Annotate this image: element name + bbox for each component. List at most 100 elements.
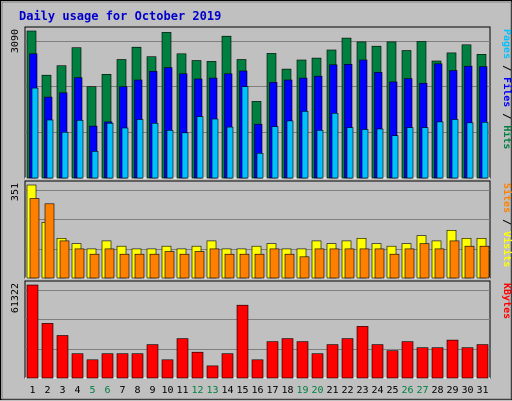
bar-sites-day-20 — [314, 248, 325, 279]
legend-item: Sites — [501, 183, 512, 213]
day-label-2: 2 — [44, 385, 50, 396]
bar-pages-day-31 — [481, 122, 489, 179]
bar-pages-day-11 — [181, 132, 189, 179]
legend-item: Hits — [501, 125, 512, 149]
day-label-10: 10 — [161, 385, 173, 396]
bar-sites-day-15 — [239, 253, 250, 279]
bar-sites-day-21 — [329, 248, 340, 279]
bar-kbytes-day-27 — [416, 347, 429, 379]
day-label-28: 28 — [431, 385, 443, 396]
day-label-18: 18 — [281, 385, 293, 396]
day-label-29: 29 — [446, 385, 458, 396]
bar-kbytes-day-22 — [341, 338, 354, 379]
bar-kbytes-day-9 — [146, 344, 159, 379]
bar-sites-day-7 — [119, 253, 130, 279]
legend-top: Pages / Files / Hits — [501, 29, 512, 149]
day-label-9: 9 — [149, 385, 155, 396]
bar-kbytes-day-7 — [116, 353, 129, 379]
bar-pages-day-29 — [451, 119, 459, 179]
bar-kbytes-day-31 — [476, 344, 489, 379]
bar-kbytes-day-8 — [131, 353, 144, 379]
bar-pages-day-19 — [301, 111, 309, 179]
bar-sites-day-19 — [299, 256, 310, 279]
day-label-8: 8 — [134, 385, 140, 396]
day-label-7: 7 — [119, 385, 125, 396]
bar-sites-day-24 — [374, 248, 385, 279]
bar-pages-day-5 — [91, 151, 99, 179]
bar-sites-day-30 — [464, 245, 475, 279]
day-label-16: 16 — [251, 385, 263, 396]
bar-kbytes-day-10 — [161, 359, 174, 379]
chart-title: Daily usage for October 2019 — [19, 9, 221, 23]
bar-sites-day-17 — [269, 248, 280, 279]
bar-pages-day-30 — [466, 122, 474, 179]
legend-item: Files — [501, 77, 512, 107]
bar-pages-day-9 — [151, 123, 159, 179]
bar-kbytes-day-26 — [401, 341, 414, 379]
bar-kbytes-day-6 — [101, 353, 114, 379]
bar-sites-day-28 — [434, 248, 445, 279]
day-label-26: 26 — [401, 385, 413, 396]
day-label-4: 4 — [74, 385, 80, 396]
y-max-label-bottom: 61322 — [10, 283, 21, 313]
day-label-17: 17 — [266, 385, 278, 396]
panel-bottom: 61322 — [10, 280, 491, 379]
legend-item: KBytes — [501, 283, 512, 319]
day-label-6: 6 — [104, 385, 110, 396]
bar-pages-day-7 — [121, 127, 129, 179]
legends: Pages / Files / Hits Sites / Visits KBytes — [501, 29, 512, 319]
y-max-label-top: 3090 — [10, 29, 21, 53]
day-label-3: 3 — [59, 385, 65, 396]
legend-middle: Sites / Visits — [501, 183, 512, 267]
bar-sites-day-9 — [149, 253, 160, 279]
bar-pages-day-21 — [331, 113, 339, 179]
bar-kbytes-day-16 — [251, 359, 264, 379]
legend-item: Pages — [501, 29, 512, 59]
bar-sites-day-12 — [194, 251, 205, 279]
panels: 3090 351 61322 — [10, 26, 491, 379]
day-label-22: 22 — [341, 385, 353, 396]
bar-pages-day-1 — [31, 87, 39, 179]
bar-pages-day-2 — [46, 119, 54, 179]
bar-pages-day-13 — [211, 118, 219, 179]
bar-pages-day-22 — [346, 127, 354, 179]
bar-sites-day-8 — [134, 253, 145, 279]
bar-pages-day-8 — [136, 119, 144, 179]
bar-kbytes-day-2 — [41, 323, 54, 379]
day-label-15: 15 — [236, 385, 248, 396]
bar-kbytes-day-17 — [266, 341, 279, 379]
bar-sites-day-6 — [104, 248, 115, 279]
bar-kbytes-day-25 — [386, 350, 399, 379]
bar-pages-day-4 — [76, 120, 84, 179]
day-label-24: 24 — [371, 385, 383, 396]
bar-sites-day-29 — [449, 240, 460, 279]
bar-kbytes-day-28 — [431, 347, 444, 379]
bar-kbytes-day-21 — [326, 344, 339, 379]
bar-sites-day-25 — [389, 253, 400, 279]
bar-pages-day-20 — [316, 130, 324, 179]
bar-pages-day-26 — [406, 127, 414, 179]
bar-pages-day-15 — [241, 86, 249, 179]
legend-item: / — [501, 213, 512, 231]
day-label-12: 12 — [191, 385, 203, 396]
bar-pages-day-23 — [361, 129, 369, 179]
bar-pages-day-12 — [196, 116, 204, 179]
day-labels: 1 2 3 4 5 6 7 8 9 10 11 12 13 14 15 16 17 18 19 20 21 22 23 24 2… — [29, 385, 488, 396]
legend-item: / — [501, 59, 512, 77]
bar-sites-day-13 — [209, 248, 220, 279]
day-label-31: 31 — [476, 385, 488, 396]
day-label-25: 25 — [386, 385, 398, 396]
bar-pages-day-25 — [391, 135, 399, 179]
legend-item: / — [501, 107, 512, 125]
bar-kbytes-day-1 — [26, 284, 39, 379]
bar-pages-day-17 — [271, 126, 279, 179]
day-label-11: 11 — [176, 385, 188, 396]
bar-sites-day-23 — [359, 248, 370, 279]
bar-sites-day-26 — [404, 248, 415, 279]
day-label-5: 5 — [89, 385, 95, 396]
bar-pages-day-16 — [256, 153, 264, 179]
day-label-21: 21 — [326, 385, 338, 396]
